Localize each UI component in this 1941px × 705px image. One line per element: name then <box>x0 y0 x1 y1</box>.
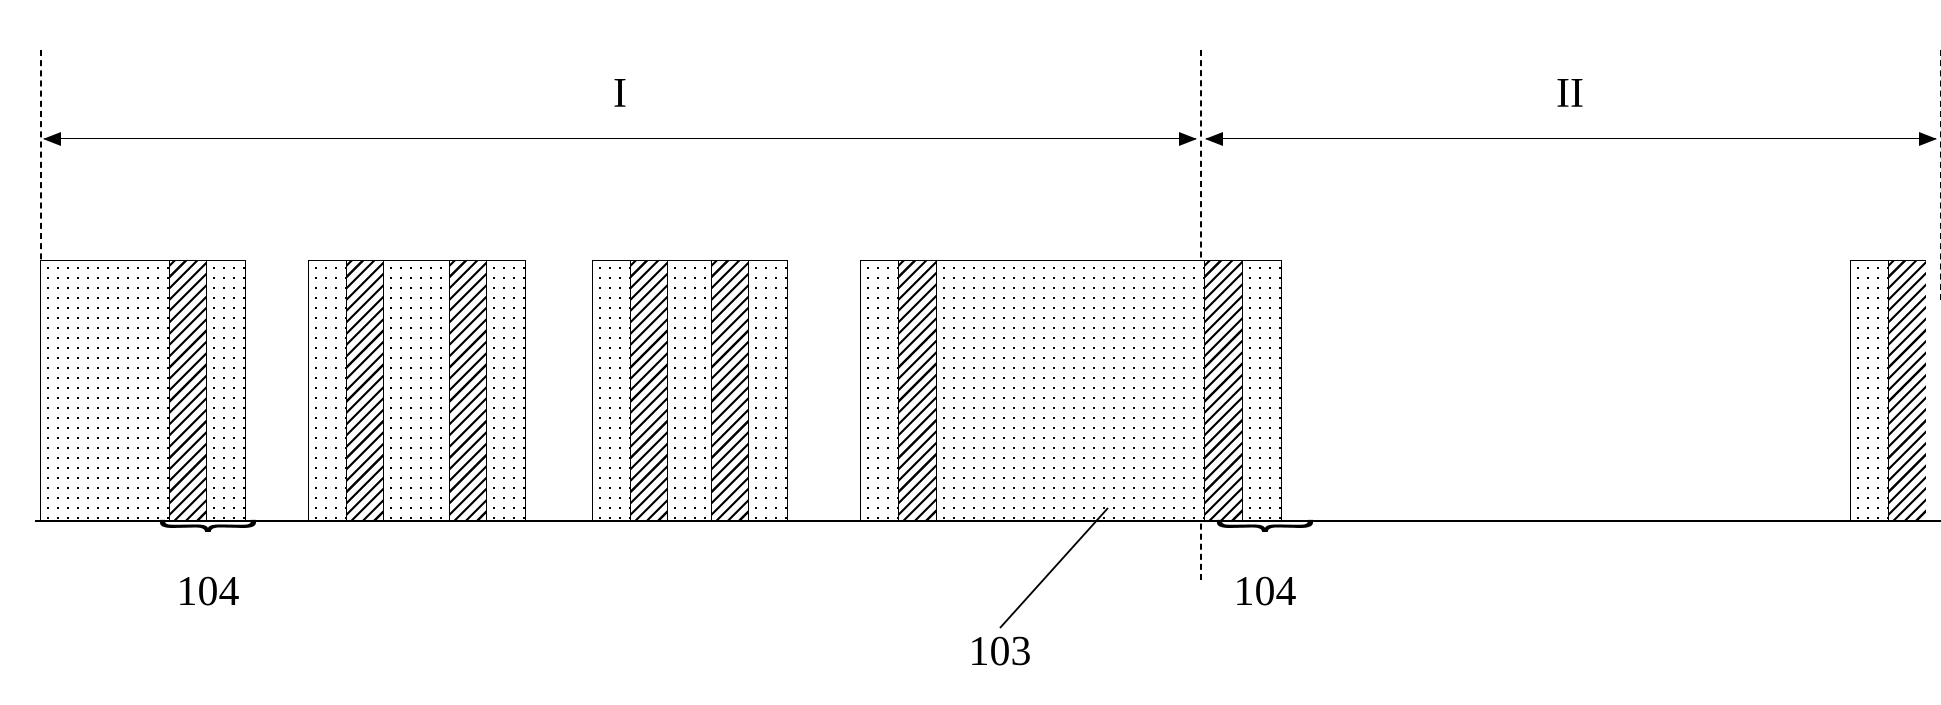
spacer-segment <box>1851 261 1889 521</box>
label-103: 103 <box>969 628 1032 676</box>
gate-segment <box>170 261 208 521</box>
baseline <box>35 520 1941 522</box>
gate-segment <box>1205 261 1243 521</box>
gate-segment <box>712 261 750 521</box>
brace-104-right: ︸ <box>1214 534 1315 554</box>
stack <box>40 260 246 520</box>
spacer-segment <box>1243 261 1281 521</box>
diagram-canvas: I II ︸ 104 ︸ 104 103 <box>20 20 1941 685</box>
spacer-segment <box>861 261 899 521</box>
gate-segment <box>899 261 937 521</box>
dimension-arrow-II <box>1206 138 1936 139</box>
spacer-segment <box>207 261 245 521</box>
brace-104-left: ︸ <box>157 534 258 554</box>
label-104-left: 104 <box>177 568 240 616</box>
region-label-II: II <box>1556 70 1584 118</box>
stack <box>860 260 1282 520</box>
spacer-segment <box>309 261 347 521</box>
spacer-segment <box>937 261 1206 521</box>
gate-segment <box>1889 261 1927 521</box>
spacer-segment <box>487 261 525 521</box>
stack <box>1850 260 1926 520</box>
spacer-segment <box>41 261 170 521</box>
label-104-right: 104 <box>1234 568 1297 616</box>
spacer-segment <box>668 261 712 521</box>
stack <box>308 260 526 520</box>
spacer-segment <box>384 261 449 521</box>
spacer-segment <box>749 261 787 521</box>
gate-segment <box>631 261 669 521</box>
gate-segment <box>347 261 385 521</box>
dimension-arrow-I <box>44 138 1196 139</box>
gate-segment <box>450 261 488 521</box>
stack <box>592 260 788 520</box>
bars-group <box>20 260 1941 520</box>
region-label-I: I <box>613 70 627 118</box>
spacer-segment <box>593 261 631 521</box>
